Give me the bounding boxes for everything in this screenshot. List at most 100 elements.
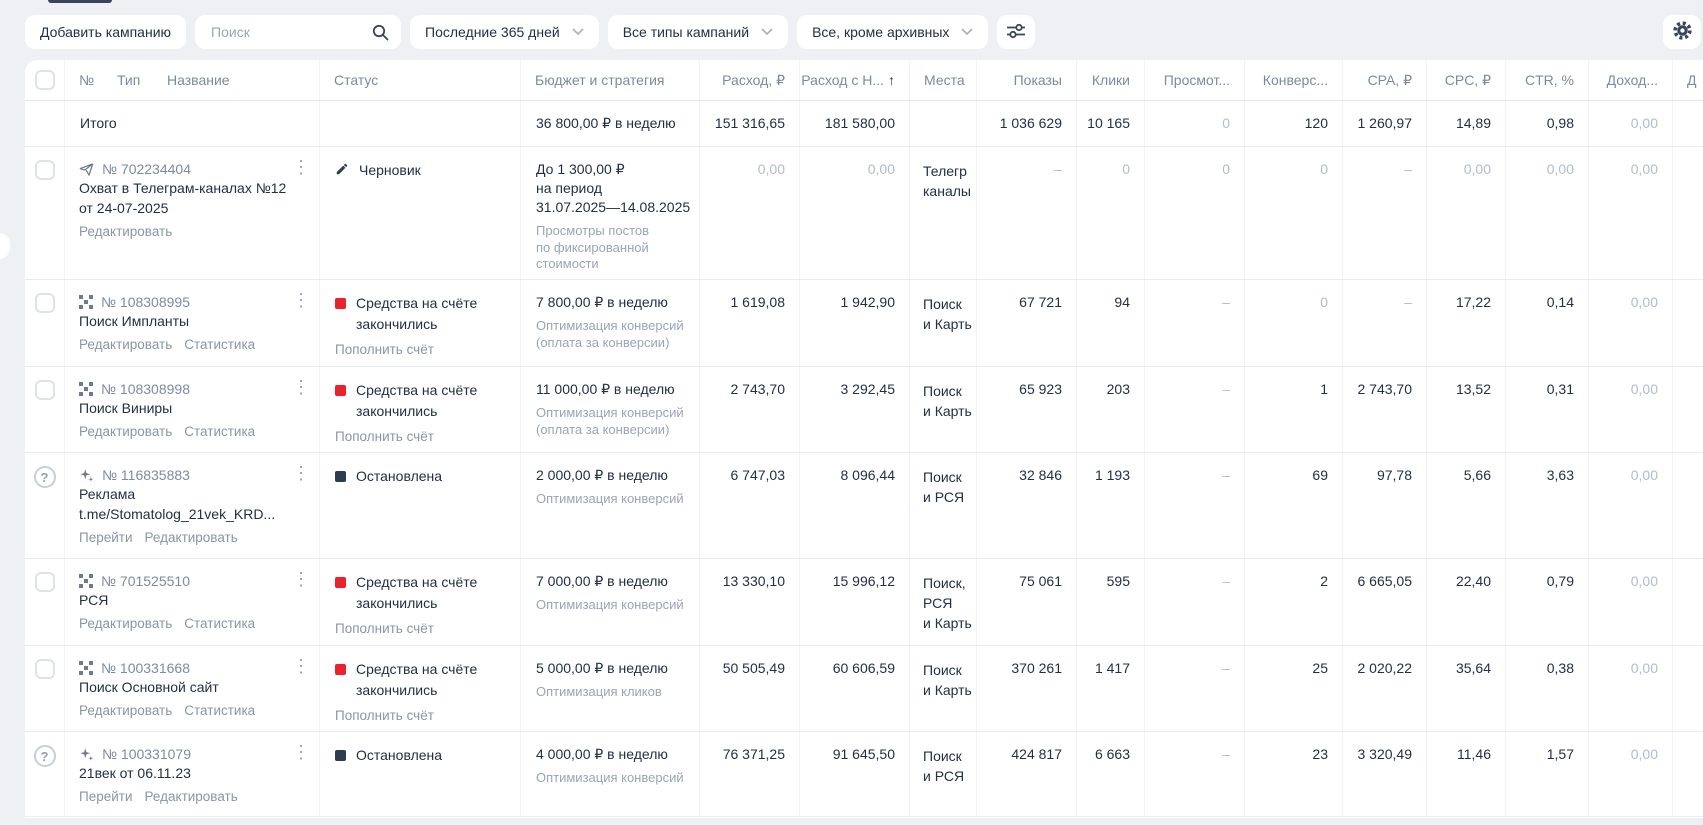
header-budget[interactable]: Бюджет и стратегия [521, 60, 700, 100]
kebab-menu-icon[interactable]: ⋮ [292, 463, 310, 483]
campaign-id-line: № 702234404 [79, 160, 293, 178]
question-icon[interactable]: ? [33, 745, 56, 767]
archive-filter[interactable]: Все, кроме архивных [797, 15, 989, 49]
header-ctr[interactable]: CTR, % [1506, 60, 1589, 100]
kebab-menu-icon[interactable]: ⋮ [292, 377, 310, 397]
budget-cell: 4 000,00 ₽ в неделю Оптимизация конверсий [521, 732, 700, 816]
header-spend[interactable]: Расход, ₽ [700, 60, 800, 100]
header-clicks[interactable]: Клики [1077, 60, 1145, 100]
campaign-action-link[interactable]: Статистика [184, 337, 256, 352]
campaign-action-link[interactable]: Редактировать [79, 703, 173, 718]
campaign-action-link[interactable]: Статистика [184, 703, 256, 718]
metric-value: 424 817 [977, 732, 1077, 816]
metric-value: 3 320,49 [1343, 732, 1427, 816]
campaign-action-link[interactable]: Редактировать [79, 224, 173, 239]
row-checkbox[interactable] [34, 572, 55, 592]
performance-campaign-icon [79, 295, 93, 309]
metric-value: 0,00 [1589, 147, 1673, 279]
totals-status-empty [320, 101, 521, 146]
campaign-type-filter-label: Все типы кампаний [622, 24, 750, 40]
top-up-account-link[interactable]: Пополнить счёт [335, 342, 434, 357]
campaign-action-link[interactable]: Редактировать [144, 530, 238, 545]
campaign-id: № 108308998 [101, 381, 190, 397]
campaign-action-link[interactable]: Статистика [184, 424, 256, 439]
header-name-group[interactable]: № Тип Название [65, 60, 320, 100]
campaign-action-link[interactable]: Редактировать [79, 616, 173, 631]
campaign-action-link[interactable]: Перейти [79, 789, 133, 804]
row-checkbox[interactable] [34, 659, 55, 679]
metric-value: 0,31 [1506, 367, 1589, 452]
campaign-name-cell: № 702234404 Охват в Телеграм-каналах №12 о… [65, 147, 320, 279]
metric-value: 151 316,65 [700, 101, 800, 146]
row-leading-cell: ? [25, 453, 65, 558]
places-cell: Поиск и Карть [910, 367, 977, 452]
status-text: Средства на счёте закончились [356, 661, 478, 698]
performance-campaign-icon [79, 382, 93, 396]
pencil-icon [335, 162, 349, 176]
kebab-menu-icon[interactable]: ⋮ [292, 656, 310, 676]
gear-icon [1672, 20, 1693, 44]
campaign-action-link[interactable]: Перейти [79, 530, 133, 545]
header-impressions[interactable]: Показы [977, 60, 1077, 100]
header-cpc[interactable]: CPC, ₽ [1427, 60, 1506, 100]
header-revenue[interactable]: Доход... [1589, 60, 1673, 100]
search-icon[interactable] [372, 24, 389, 41]
table-settings-button[interactable] [1663, 15, 1701, 49]
metric-value: – [1145, 732, 1245, 816]
row-leading-cell: ? [25, 732, 65, 816]
places-cell: Поиск и РСЯ [910, 732, 977, 816]
row-checkbox[interactable] [34, 380, 55, 400]
header-views[interactable]: Просмот... [1145, 60, 1245, 100]
metric-value: – [1343, 147, 1427, 279]
budget-main: 2 000,00 ₽ в неделю [536, 467, 668, 483]
row-checkbox[interactable] [34, 293, 55, 313]
kebab-menu-icon[interactable]: ⋮ [292, 742, 310, 762]
campaign-id: № 108308995 [101, 294, 190, 310]
table-header-row: № Тип Название Статус Бюджет и стратегия… [25, 60, 1703, 101]
top-up-account-link[interactable]: Пополнить счёт [335, 429, 434, 444]
metric-value: 0,00 [1589, 367, 1673, 452]
campaign-action-link[interactable]: Редактировать [144, 789, 238, 804]
row-leading-cell [25, 646, 65, 731]
filter-settings-button[interactable] [997, 15, 1036, 49]
metric-value: 13,52 [1427, 367, 1506, 452]
question-icon[interactable]: ? [33, 466, 56, 488]
budget-main: 4 000,00 ₽ в неделю [536, 746, 668, 762]
header-spend-vat[interactable]: Расход с Н... ↑ [800, 60, 910, 100]
search-box[interactable] [195, 15, 402, 49]
campaign-actions: Перейти Редактировать [79, 530, 293, 545]
campaign-name: от 24-07-2025 [79, 200, 169, 216]
row-checkbox[interactable] [34, 160, 55, 180]
campaign-action-link[interactable]: Редактировать [79, 337, 173, 352]
metric-value: 14,89 [1427, 101, 1506, 146]
metric-value: 2 743,70 [1343, 367, 1427, 452]
top-up-account-link[interactable]: Пополнить счёт [335, 621, 434, 636]
search-input[interactable] [209, 23, 373, 41]
campaign-name: Поиск Виниры [79, 400, 173, 416]
add-campaign-button[interactable]: Добавить кампанию [25, 15, 187, 49]
kebab-menu-icon[interactable]: ⋮ [292, 290, 310, 310]
top-up-account-link[interactable]: Пополнить счёт [335, 708, 434, 723]
campaign-action-link[interactable]: Статистика [184, 616, 256, 631]
select-all-checkbox[interactable] [34, 70, 55, 90]
kebab-menu-icon[interactable]: ⋮ [292, 569, 310, 589]
budget-cell: 7 800,00 ₽ в неделю Оптимизация конверсий… [521, 280, 700, 366]
header-cpa[interactable]: CPA, ₽ [1343, 60, 1427, 100]
campaign-name-cell: № 701525510 РСЯ Редактировать Статистика ⋮ [65, 559, 320, 645]
totals-label: Итого [65, 101, 320, 146]
header-conversions[interactable]: Конверс... [1245, 60, 1343, 100]
campaign-actions: Редактировать [79, 224, 293, 239]
header-status[interactable]: Статус [320, 60, 521, 100]
campaign-type-filter[interactable]: Все типы кампаний [607, 15, 789, 49]
header-last-truncated[interactable]: Д [1687, 72, 1697, 88]
master-campaign-icon [79, 468, 94, 483]
date-range-filter[interactable]: Последние 365 дней [410, 15, 599, 49]
kebab-menu-icon[interactable]: ⋮ [292, 157, 310, 177]
status-cell: Средства на счёте закончились Пополнить сч… [320, 367, 521, 452]
active-tab-underline [48, 0, 112, 3]
campaign-id: № 100331668 [101, 660, 190, 676]
campaign-action-link[interactable]: Редактировать [79, 424, 173, 439]
metric-value: 0,14 [1506, 280, 1589, 366]
header-places[interactable]: Места [910, 60, 977, 100]
side-panel-handle[interactable] [0, 233, 10, 259]
